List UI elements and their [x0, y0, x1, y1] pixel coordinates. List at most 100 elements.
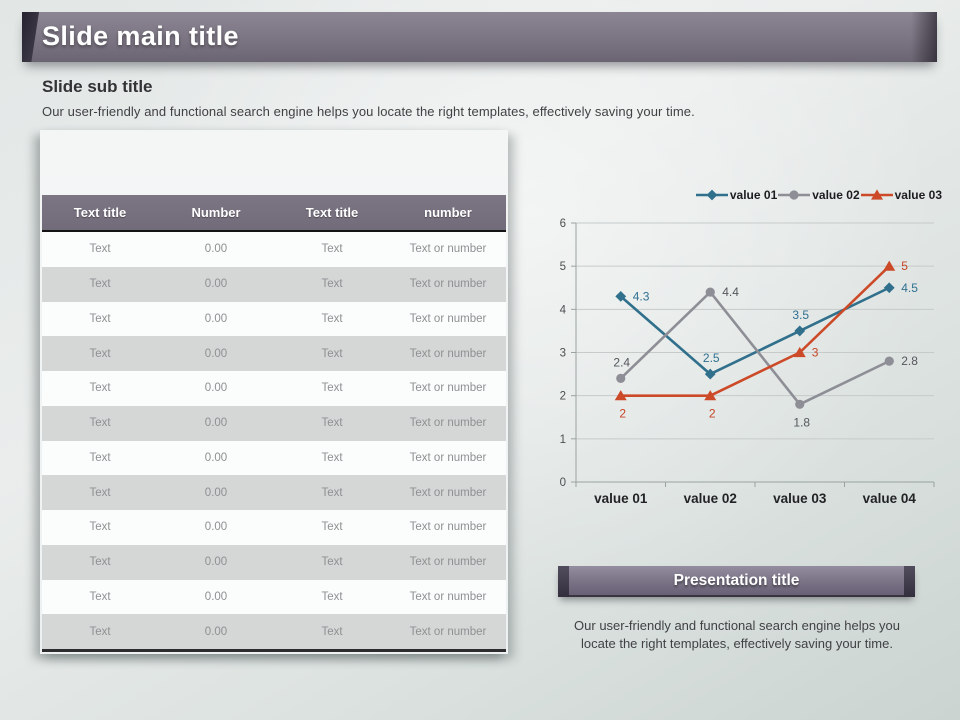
diamond-marker-icon — [695, 189, 728, 201]
table-cell: Text — [321, 417, 343, 430]
y-tick-label: 2 — [560, 391, 566, 403]
table-cell: Text — [321, 312, 343, 325]
table-row: Text 0.00 Text Text or number — [42, 510, 506, 545]
legend-marker — [789, 190, 799, 200]
table-cell: Text or number — [409, 556, 487, 569]
table-cell: Text — [321, 347, 343, 360]
intro-description: Our user-friendly and functional search … — [42, 104, 695, 119]
table-cell: Text — [89, 486, 111, 499]
table-cell: Text — [89, 451, 111, 464]
table-cell: Text — [321, 521, 343, 534]
table-cell: Text — [321, 556, 343, 569]
legend-label: value 02 — [812, 188, 860, 202]
legend-label: value 01 — [729, 188, 778, 202]
y-tick-label: 4 — [560, 304, 567, 316]
y-tick-label: 1 — [560, 434, 566, 446]
chart-legend: value 01 value 02 value 03 — [695, 188, 942, 202]
banner-right-fold — [904, 566, 915, 597]
table-cell: Text or number — [409, 521, 487, 534]
chart-canvas: 0 1 2 3 4 5 6 value 01 value 02 value 03 value 04 4… — [560, 218, 935, 506]
table-cell: Text or number — [409, 417, 487, 430]
table-cell: 0.00 — [204, 417, 228, 430]
table-cell: 0.00 — [204, 243, 228, 256]
data-table: Text title Number Text title number Text 0.0… — [42, 195, 506, 652]
table-cell: Text or number — [409, 278, 487, 291]
legend-label: value 03 — [894, 188, 942, 202]
table-header-cell: Text title — [305, 205, 359, 220]
data-point-marker — [793, 346, 806, 358]
legend-item: value 01 — [695, 188, 778, 202]
table-row: Text 0.00 Text Text or number — [42, 544, 506, 580]
data-point-marker — [704, 368, 716, 380]
table-cell: Text or number — [409, 243, 487, 256]
x-category-label: value 03 — [773, 491, 827, 506]
data-point-marker — [705, 287, 715, 297]
table-cell: 0.00 — [204, 590, 228, 603]
data-point-label: 4.5 — [901, 281, 918, 295]
table-row: Text 0.00 Text Text or number — [42, 405, 506, 441]
data-point-marker — [795, 399, 805, 409]
legend-marker — [870, 189, 883, 200]
table-cell: Text — [89, 312, 111, 325]
table-cell: Text — [321, 243, 343, 256]
table-body: Text 0.00 Text Text or number Text 0.00 Text Te… — [42, 232, 506, 649]
table-cell: Text — [89, 556, 111, 569]
data-point-marker — [883, 260, 896, 271]
table-header-cell: number — [424, 205, 472, 220]
x-category-label: value 02 — [684, 491, 737, 506]
page-title: Slide main title — [42, 20, 239, 51]
table-cell: Text — [321, 625, 343, 638]
presentation-banner: Presentation title — [558, 566, 915, 597]
title-bar-left-fold — [22, 12, 39, 62]
data-point-label: 4.3 — [633, 289, 650, 303]
x-category-label: value 04 — [863, 491, 917, 506]
data-point-label: 1.8 — [793, 415, 810, 429]
table-cell: Text — [89, 243, 111, 256]
data-point-marker — [884, 356, 894, 366]
table-row: Text 0.00 Text Text or number — [42, 232, 506, 267]
y-tick-label: 3 — [560, 348, 566, 360]
table-row: Text 0.00 Text Text or number — [42, 301, 506, 337]
sub-title: Slide sub title — [42, 77, 153, 96]
data-point-label: 2.4 — [613, 355, 630, 369]
data-point-marker — [615, 290, 627, 302]
data-point-marker — [704, 390, 717, 401]
legend-item: value 02 — [778, 188, 860, 202]
table-cell: Text — [89, 521, 111, 534]
table-row: Text 0.00 Text Text or number — [42, 336, 506, 371]
data-point-label: 4.4 — [722, 285, 739, 299]
table-cell: Text — [321, 451, 343, 464]
data-point-label: 3.5 — [792, 308, 809, 322]
circle-marker-icon — [778, 190, 811, 200]
data-point-marker — [794, 325, 806, 337]
table-cell: 0.00 — [204, 521, 228, 534]
table-cell: Text or number — [409, 347, 487, 360]
title-bar-right-shade — [911, 12, 937, 62]
table-row: Text 0.00 Text Text or number — [42, 371, 506, 406]
banner-left-fold — [558, 566, 569, 597]
table-cell: 0.00 — [204, 347, 228, 360]
series-line-value-03 — [620, 265, 891, 397]
table-cell: Text — [89, 625, 111, 638]
footer-description: Our user-friendly and functional search … — [574, 618, 900, 651]
series-line-value-02 — [619, 290, 890, 406]
table-header-row: Text title Number Text title number — [42, 195, 506, 232]
table-row: Text 0.00 Text Text or number — [42, 475, 506, 510]
table-cell: Text or number — [409, 451, 487, 464]
table-cell: 0.00 — [204, 625, 228, 638]
series-line-value-01 — [619, 286, 890, 376]
table-cell: Text or number — [409, 486, 487, 499]
table-cell: 0.00 — [204, 382, 228, 395]
y-tick-label: 5 — [560, 261, 566, 273]
table-cell: 0.00 — [204, 486, 228, 499]
data-point-label: 2 — [619, 407, 626, 421]
data-point-label: 5 — [901, 259, 908, 273]
table-row: Text 0.00 Text Text or number — [42, 266, 506, 302]
table-header-cell: Text title — [73, 205, 127, 220]
data-point-label: 3 — [812, 346, 819, 360]
table-cell: Text — [89, 347, 111, 360]
table-cell: Text or number — [409, 625, 487, 638]
x-category-label: value 01 — [594, 491, 648, 506]
table-cell: Text — [321, 486, 343, 499]
